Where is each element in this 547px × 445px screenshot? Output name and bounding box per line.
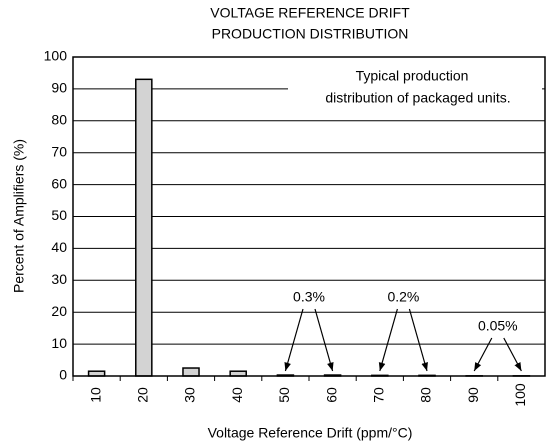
x-tick-label: 80 — [418, 387, 434, 403]
y-tick-label: 60 — [51, 175, 67, 191]
bar — [135, 78, 153, 377]
annotation-arrow — [503, 337, 522, 372]
annotation-arrow — [473, 337, 493, 372]
y-tick-label: 40 — [51, 239, 67, 255]
y-tick-label: 0 — [59, 367, 67, 383]
y-tick-label: 20 — [51, 303, 67, 319]
chart-title: VOLTAGE REFERENCE DRIFT — [210, 5, 410, 21]
x-tick-label: 100 — [512, 383, 528, 407]
annotation-arrow — [284, 308, 304, 372]
note-background — [288, 64, 542, 108]
annotation: 0.3% — [293, 289, 325, 305]
annotation-background — [381, 288, 426, 308]
y-tick-label: 80 — [51, 112, 67, 128]
y-tick-label: 50 — [51, 207, 67, 223]
x-tick-label: 90 — [465, 387, 481, 403]
annotation: 0.05% — [478, 318, 518, 334]
x-tick-label: 30 — [182, 387, 198, 403]
annotation-background — [287, 288, 331, 308]
annotation-arrow — [314, 308, 334, 372]
note: distribution of packaged units. — [325, 90, 510, 106]
y-tick-label: 10 — [51, 335, 67, 351]
note: Typical production — [356, 68, 469, 84]
x-tick-label: 20 — [135, 387, 151, 403]
y-axis-label: Percent of Amplifiers (%) — [11, 139, 27, 293]
annotation: 0.2% — [387, 289, 419, 305]
y-tick-label: 70 — [51, 143, 67, 159]
bar — [182, 367, 200, 377]
chart-title: PRODUCTION DISTRIBUTION — [212, 26, 409, 42]
x-tick-label: 50 — [276, 387, 292, 403]
x-tick-label: 60 — [323, 387, 339, 403]
annotation-background — [475, 317, 520, 337]
y-tick-label: 30 — [51, 271, 67, 287]
x-tick-label: 70 — [371, 387, 387, 403]
annotation-arrow — [378, 308, 398, 372]
x-axis-label: Voltage Reference Drift (ppm/°C) — [208, 425, 413, 441]
y-tick-label: 90 — [51, 80, 67, 96]
annotation-arrow — [408, 308, 428, 372]
y-tick-label: 100 — [44, 48, 68, 64]
x-tick-label: 10 — [87, 387, 103, 403]
plot-frame — [72, 56, 546, 377]
x-tick-label: 40 — [229, 387, 245, 403]
